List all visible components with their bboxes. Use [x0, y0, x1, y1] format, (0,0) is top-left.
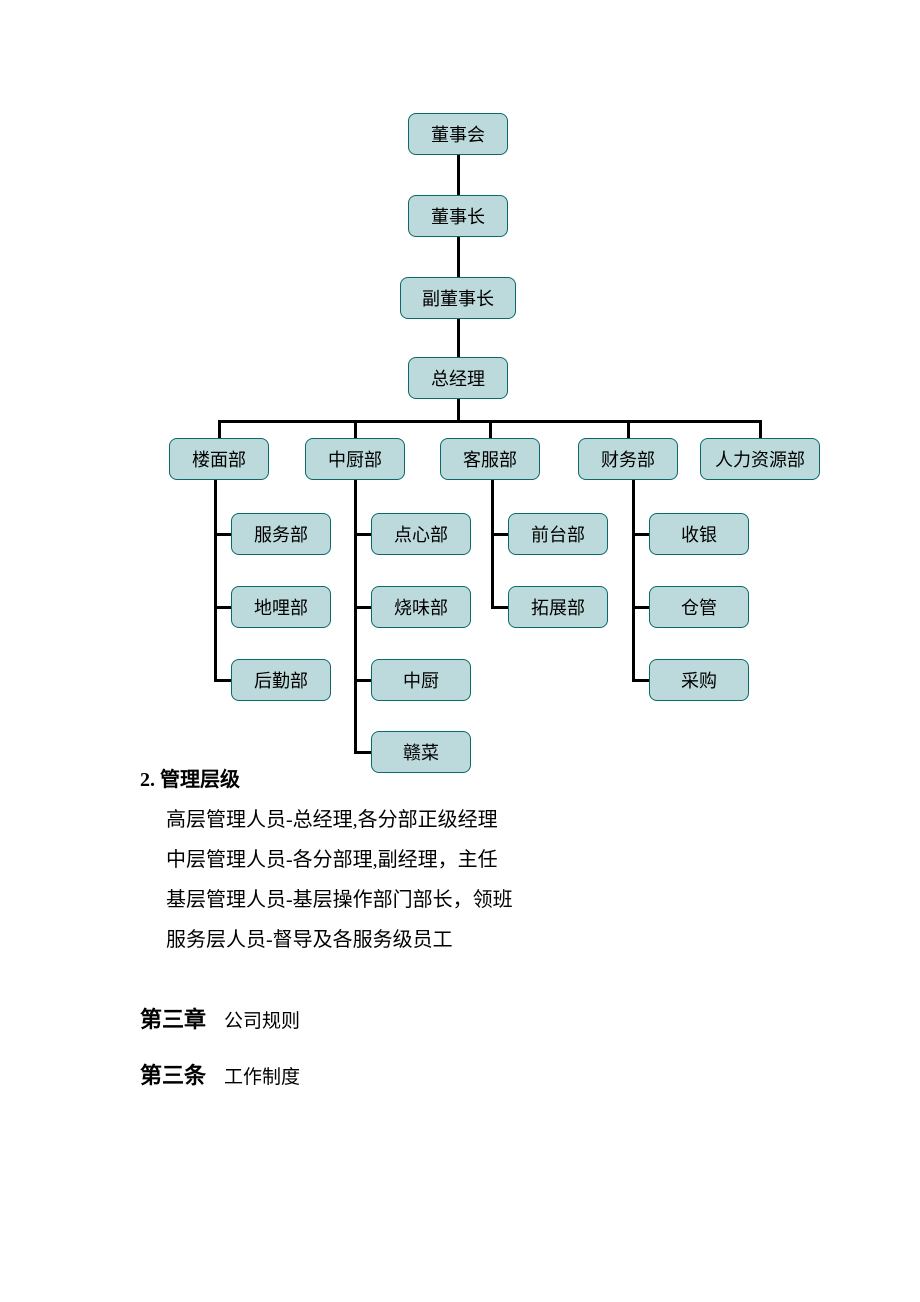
mgmt-line-1: 高层管理人员-总经理,各分部正级经理: [140, 800, 780, 840]
chapter-3-title: 公司规则: [224, 1003, 300, 1041]
org-node-d4: 财务部: [578, 438, 678, 480]
chapter-3-row: 第三章 公司规则: [140, 998, 780, 1042]
org-chart: 董事会董事长副董事长总经理楼面部中厨部客服部财务部人力资源部服务部地哩部后勤部 点…: [0, 0, 920, 760]
org-node-d5: 人力资源部: [700, 438, 820, 480]
chapter-3-label: 第三章: [140, 998, 206, 1042]
org-node-s11: 服务部: [231, 513, 331, 555]
org-connector: [214, 606, 231, 609]
page: 董事会董事长副董事长总经理楼面部中厨部客服部财务部人力资源部服务部地哩部后勤部 点…: [0, 0, 920, 1138]
org-node-s22: 烧味部: [371, 586, 471, 628]
org-node-s42: 仓管: [649, 586, 749, 628]
org-connector: [759, 420, 762, 438]
org-connector: [354, 420, 357, 438]
org-connector: [632, 533, 649, 536]
org-connector: [354, 606, 371, 609]
org-node-s23: 中厨: [371, 659, 471, 701]
org-node-s21: 点心部: [371, 513, 471, 555]
org-node-d1: 楼面部: [169, 438, 269, 480]
mgmt-line-2: 中层管理人员-各分部理,副经理，主任: [140, 840, 780, 880]
org-connector: [491, 533, 508, 536]
org-connector: [457, 155, 460, 195]
org-node-n3: 副董事长: [400, 277, 516, 319]
org-node-s24: 赣菜: [371, 731, 471, 773]
article-3-title: 工作制度: [224, 1059, 300, 1097]
org-connector: [627, 420, 630, 438]
org-node-s41: 收银: [649, 513, 749, 555]
article-3-row: 第三条 工作制度: [140, 1054, 780, 1098]
org-node-n1: 董事会: [408, 113, 508, 155]
org-connector: [354, 480, 357, 754]
org-node-n4: 总经理: [408, 357, 508, 399]
mgmt-line-3: 基层管理人员-基层操作部门部长，领班: [140, 880, 780, 920]
org-connector: [457, 399, 460, 420]
org-connector: [491, 606, 508, 609]
org-node-d2: 中厨部: [305, 438, 405, 480]
org-connector: [354, 751, 371, 754]
org-node-d3: 客服部: [440, 438, 540, 480]
article-3-label: 第三条: [140, 1054, 206, 1098]
org-connector: [491, 480, 494, 609]
org-connector: [354, 679, 371, 682]
document-text: 2. 管理层级 高层管理人员-总经理,各分部正级经理 中层管理人员-各分部理,副…: [0, 760, 920, 1138]
org-node-s31: 前台部: [508, 513, 608, 555]
org-connector: [214, 679, 231, 682]
org-connector: [214, 480, 217, 682]
org-node-s13: 后勤部: [231, 659, 331, 701]
org-connector: [354, 533, 371, 536]
org-node-s43: 采购: [649, 659, 749, 701]
org-connector: [218, 420, 221, 438]
mgmt-line-4: 服务层人员-督导及各服务级员工: [140, 920, 780, 960]
org-connector: [489, 420, 492, 438]
org-node-s12: 地哩部: [231, 586, 331, 628]
org-connector: [214, 533, 231, 536]
org-connector: [632, 679, 649, 682]
org-connector: [632, 480, 635, 682]
org-connector: [457, 319, 460, 357]
org-node-n2: 董事长: [408, 195, 508, 237]
org-node-s32: 拓展部: [508, 586, 608, 628]
org-connector: [457, 237, 460, 277]
org-connector: [632, 606, 649, 609]
